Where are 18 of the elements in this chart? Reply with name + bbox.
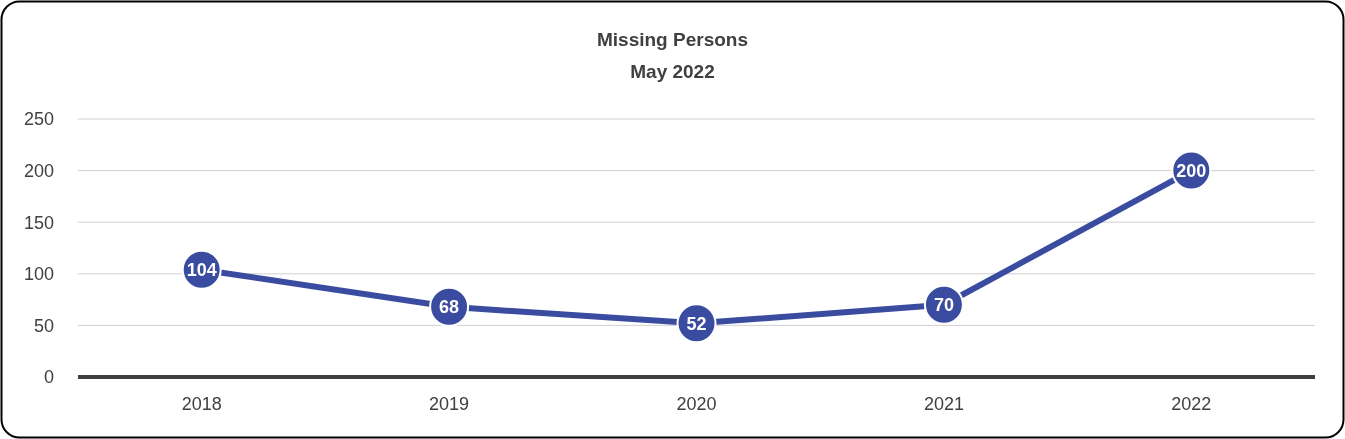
- x-tick-label: 2020: [676, 394, 717, 414]
- data-label: 68: [439, 297, 460, 318]
- chart-title: Missing Persons: [597, 29, 748, 50]
- y-tick-label: 0: [43, 367, 54, 388]
- data-label: 104: [186, 259, 217, 280]
- chart-subtitle: May 2022: [630, 61, 715, 82]
- y-tick-label: 150: [23, 212, 54, 233]
- y-tick-label: 200: [23, 160, 54, 181]
- data-label: 70: [933, 295, 954, 316]
- y-tick-label: 100: [23, 264, 54, 285]
- y-tick-label: 250: [23, 109, 54, 130]
- x-tick-label: 2019: [429, 394, 470, 414]
- y-tick-label: 50: [33, 315, 54, 336]
- data-label: 52: [686, 313, 707, 334]
- x-tick-label: 2018: [181, 394, 222, 414]
- x-tick-label: 2021: [923, 394, 964, 414]
- x-tick-label: 2022: [1171, 394, 1212, 414]
- data-label: 200: [1176, 160, 1207, 181]
